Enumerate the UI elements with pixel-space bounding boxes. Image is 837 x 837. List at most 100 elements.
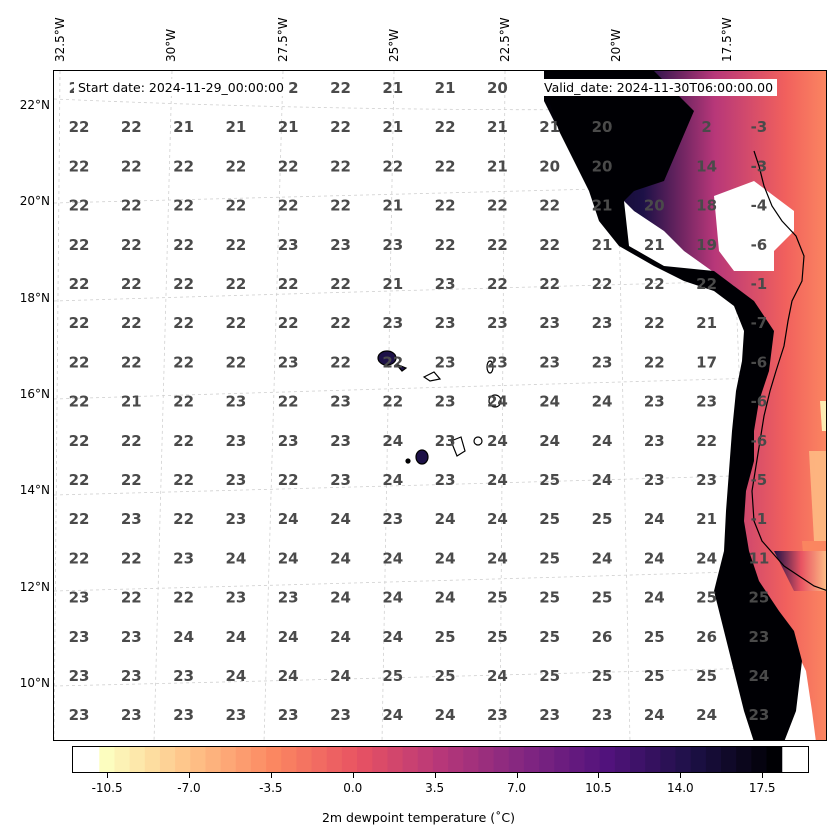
- dewpoint-value: 22: [487, 197, 508, 215]
- dewpoint-value: 24: [225, 667, 246, 685]
- dewpoint-value: 25: [539, 549, 560, 567]
- dewpoint-value: 23: [592, 314, 613, 332]
- colorbar-swatch: [372, 747, 388, 772]
- dewpoint-value: 23: [330, 432, 351, 450]
- dewpoint-value: 23: [278, 432, 299, 450]
- dewpoint-value: 23: [435, 393, 456, 411]
- dewpoint-value: -7: [751, 314, 768, 332]
- colorbar-title: 2m dewpoint temperature (˚C): [321, 810, 516, 825]
- dewpoint-value: 23: [69, 589, 90, 607]
- dewpoint-value: 25: [487, 628, 508, 646]
- dewpoint-value: 23: [592, 706, 613, 724]
- dewpoint-value: 22: [69, 236, 90, 254]
- dewpoint-value: 22: [173, 393, 194, 411]
- colorbar-tick-mark: [352, 773, 354, 778]
- colorbar-swatch: [766, 747, 783, 772]
- dewpoint-value: 22: [69, 549, 90, 567]
- colorbar-swatch: [250, 747, 267, 772]
- dewpoint-value: 23: [644, 471, 665, 489]
- dewpoint-value: 22: [173, 157, 194, 175]
- dewpoint-value: -6: [751, 393, 768, 411]
- dewpoint-value: 25: [382, 667, 403, 685]
- colorbar-tick-mark: [434, 773, 436, 778]
- lat-label-16n: 16°N: [19, 387, 50, 401]
- dewpoint-value: -3: [751, 118, 768, 136]
- dewpoint-value: 23: [435, 432, 456, 450]
- colorbar-swatch: [645, 747, 661, 772]
- colorbar-swatch: [402, 747, 419, 772]
- colorbar-swatch: [751, 747, 768, 772]
- dewpoint-value: 22: [173, 275, 194, 293]
- dewpoint-value: 23: [121, 706, 142, 724]
- dewpoint-value: 25: [696, 667, 717, 685]
- dewpoint-value: 24: [487, 432, 508, 450]
- dewpoint-value: 14: [696, 157, 717, 175]
- lon-label-30w: 30°W: [164, 28, 178, 62]
- dewpoint-value: 21: [382, 118, 403, 136]
- lon-label-17-5w: 17.5°W: [720, 17, 734, 62]
- dewpoint-value: 23: [487, 706, 508, 724]
- colorbar-swatch: [326, 747, 343, 772]
- dewpoint-value: 21: [382, 79, 403, 97]
- dewpoint-value: 22: [69, 471, 90, 489]
- colorbar-swatch: [129, 747, 146, 772]
- dewpoint-value: 23: [173, 549, 194, 567]
- dewpoint-value: 24: [330, 628, 351, 646]
- dewpoint-value: 24: [278, 549, 299, 567]
- dewpoint-value: 22: [69, 197, 90, 215]
- coast-dewpoint-field: [544, 71, 826, 740]
- colorbar-swatch: [614, 747, 631, 772]
- colorbar-swatch: [660, 747, 677, 772]
- dewpoint-value: 22: [278, 314, 299, 332]
- dewpoint-value: 24: [487, 510, 508, 528]
- colorbar-tick-label: 3.5: [425, 781, 445, 795]
- dewpoint-value: 22: [69, 157, 90, 175]
- dewpoint-value: 24: [382, 471, 403, 489]
- colorbar-swatch: [690, 747, 707, 772]
- dewpoint-value: 24: [592, 393, 613, 411]
- lon-label-22-5w: 22.5°W: [498, 17, 512, 62]
- lat-label-10n: 10°N: [19, 676, 50, 690]
- dewpoint-value: 23: [69, 628, 90, 646]
- dewpoint-value: 25: [644, 667, 665, 685]
- dewpoint-value: 24: [382, 432, 403, 450]
- start-date-label: Start date: 2024-11-29_00:00:00: [74, 79, 288, 96]
- dewpoint-value: 22: [278, 471, 299, 489]
- dewpoint-value: 22: [278, 197, 299, 215]
- dewpoint-value: 21: [487, 118, 508, 136]
- dewpoint-value: 22: [173, 589, 194, 607]
- dewpoint-value: 22: [173, 471, 194, 489]
- map-panel: 222222222222212120-322222121212221222121…: [53, 70, 827, 741]
- dewpoint-value: 22: [121, 236, 142, 254]
- colorbar-swatch: [630, 747, 646, 772]
- dewpoint-value: 22: [121, 353, 142, 371]
- colorbar-swatch: [341, 747, 358, 772]
- dewpoint-value: -6: [751, 353, 768, 371]
- colorbar-swatch: [266, 747, 282, 772]
- dewpoint-value: 24: [382, 706, 403, 724]
- dewpoint-value: 24: [487, 667, 508, 685]
- dewpoint-value: 23: [435, 314, 456, 332]
- dewpoint-value: 22: [121, 314, 142, 332]
- dewpoint-value: 22: [539, 197, 560, 215]
- dewpoint-value: 22: [225, 353, 246, 371]
- colorbar-tick-mark: [516, 773, 518, 778]
- dewpoint-value: 22: [225, 197, 246, 215]
- dewpoint-value: 23: [592, 353, 613, 371]
- dewpoint-value: 22: [69, 118, 90, 136]
- dewpoint-value: 23: [69, 706, 90, 724]
- dewpoint-value: 22: [696, 432, 717, 450]
- colorbar-tick-mark: [680, 773, 682, 778]
- colorbar-swatch: [584, 747, 601, 772]
- dewpoint-value: 22: [539, 236, 560, 254]
- dewpoint-value: 23: [748, 628, 769, 646]
- dewpoint-value: 22: [644, 275, 665, 293]
- dewpoint-value: 24: [748, 667, 769, 685]
- dewpoint-value: 23: [435, 275, 456, 293]
- dewpoint-value: 23: [330, 236, 351, 254]
- dewpoint-value: 22: [382, 157, 403, 175]
- colorbar-swatch: [508, 747, 525, 772]
- dewpoint-value: 23: [330, 706, 351, 724]
- dewpoint-value: 25: [539, 510, 560, 528]
